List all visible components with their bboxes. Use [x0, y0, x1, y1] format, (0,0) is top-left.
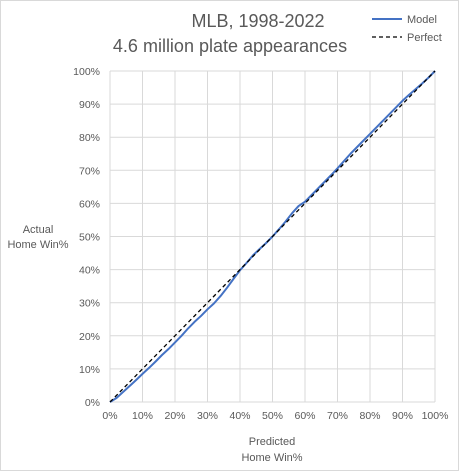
chart-title: MLB, 1998-2022: [191, 11, 324, 31]
y-tick-label: 0%: [85, 397, 100, 409]
x-tick-label: 100%: [422, 410, 449, 422]
x-tick-label: 50%: [262, 410, 283, 422]
x-tick-label: 90%: [392, 410, 413, 422]
x-tick-label: 0%: [102, 410, 117, 422]
series-layer: [109, 70, 436, 403]
legend-perfect-label: Perfect: [407, 32, 442, 44]
y-tick-label: 10%: [79, 364, 100, 376]
y-tick-label: 40%: [79, 265, 100, 277]
x-tick-label: 20%: [164, 410, 185, 422]
x-tick-label: 70%: [327, 410, 348, 422]
x-tick-label: 30%: [197, 410, 218, 422]
y-tick-label: 30%: [79, 298, 100, 310]
x-tick-label: 10%: [132, 410, 153, 422]
y-tick-label: 80%: [79, 132, 100, 144]
legend: Model Perfect: [372, 14, 442, 44]
legend-model-label: Model: [407, 14, 437, 26]
tick-labels: 0% 10% 20% 30% 40% 50% 60% 70% 80% 90% 100% 0% 10% 20…: [73, 66, 448, 422]
chart-subtitle: 4.6 million plate appearances: [113, 36, 347, 56]
x-axis-label-line-1: Predicted: [249, 436, 295, 448]
y-tick-label: 100%: [73, 66, 100, 78]
y-tick-label: 50%: [79, 232, 100, 244]
series-line-perfect: [109, 70, 436, 403]
y-axis-label-line-1: Actual: [23, 224, 54, 236]
x-axis-label-line-2: Home Win%: [241, 452, 302, 464]
y-tick-label: 70%: [79, 165, 100, 177]
x-tick-label: 60%: [294, 410, 315, 422]
y-tick-label: 20%: [79, 331, 100, 343]
y-tick-label: 90%: [79, 99, 100, 111]
grid: [109, 70, 436, 403]
x-tick-label: 40%: [229, 410, 250, 422]
y-tick-label: 60%: [79, 198, 100, 210]
x-tick-label: 80%: [359, 410, 380, 422]
y-axis-label-line-2: Home Win%: [7, 239, 68, 251]
